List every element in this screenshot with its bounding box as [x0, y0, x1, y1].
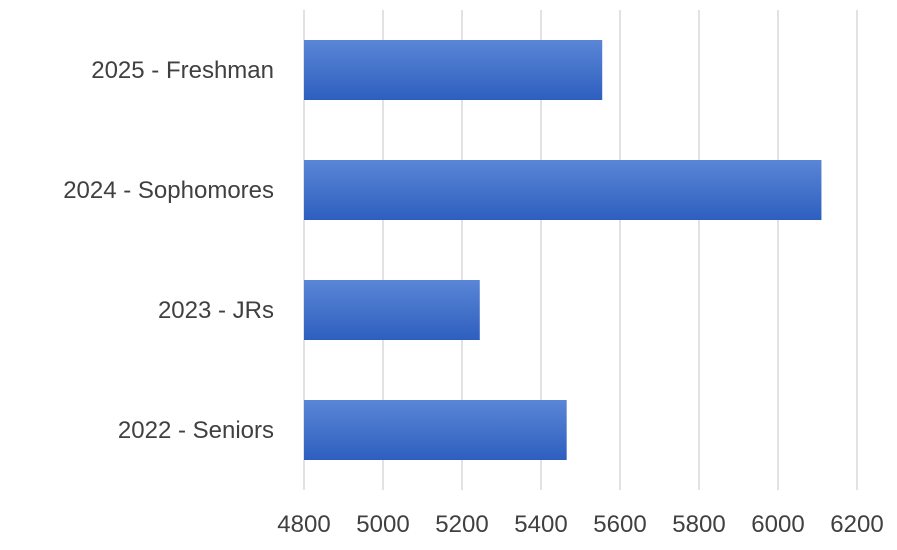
category-label: 2022 - Seniors	[118, 417, 274, 444]
x-axis-tick-labels: 4800 5000 5200 5400 5600 5800 6000 6200	[277, 511, 883, 538]
x-tick-label: 5400	[514, 511, 567, 538]
category-label: 2023 - JRs	[158, 297, 274, 324]
bar	[304, 40, 603, 100]
category-label: 2025 - Freshman	[91, 57, 274, 84]
category-labels: 2025 - Freshman 2024 - Sophomores 2023 - J…	[63, 57, 274, 444]
bar	[304, 280, 480, 340]
bar	[304, 160, 822, 220]
x-tick-label: 5800	[672, 511, 725, 538]
x-tick-label: 4800	[277, 511, 330, 538]
category-label: 2024 - Sophomores	[63, 177, 274, 204]
bar	[304, 400, 567, 460]
x-tick-label: 5600	[593, 511, 646, 538]
bars	[304, 40, 822, 460]
x-tick-label: 6200	[830, 511, 883, 538]
x-tick-label: 5200	[435, 511, 488, 538]
x-tick-label: 5000	[356, 511, 409, 538]
x-tick-label: 6000	[751, 511, 804, 538]
